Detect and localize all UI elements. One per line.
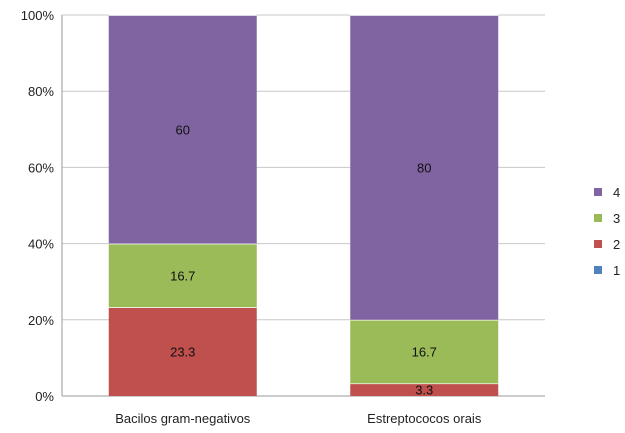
y-tick-label: 100% xyxy=(21,8,55,23)
bar-segment xyxy=(108,15,257,244)
y-tick-label: 60% xyxy=(28,160,54,175)
data-label: 80 xyxy=(417,160,431,175)
bar-segment xyxy=(350,319,499,384)
legend-label: 4 xyxy=(613,185,620,200)
y-tick-label: 0% xyxy=(35,389,54,404)
data-label: 60 xyxy=(176,122,190,137)
bar-segment xyxy=(108,243,257,308)
y-tick-label: 80% xyxy=(28,84,54,99)
bar-segment xyxy=(108,307,257,396)
y-tick-label: 20% xyxy=(28,313,54,328)
legend: 4 3 2 1 xyxy=(594,185,620,278)
x-category-label: Estreptococos orais xyxy=(367,411,482,426)
legend-label: 3 xyxy=(613,211,620,226)
bars xyxy=(108,14,499,396)
legend-swatch xyxy=(594,214,602,222)
legend-label: 1 xyxy=(613,263,620,278)
legend-swatch xyxy=(594,188,602,196)
y-tick-label: 40% xyxy=(28,237,54,252)
data-label: 16.7 xyxy=(170,268,195,283)
data-label: 16.7 xyxy=(412,345,437,360)
x-category-label: Bacilos gram-negativos xyxy=(115,411,251,426)
legend-swatch xyxy=(594,266,602,274)
bar-segment xyxy=(350,383,499,396)
data-labels: 23.3 16.7 60 3.3 16.7 80 xyxy=(170,122,437,397)
axes: 0% 20% 40% 60% 80% 100% Bacilos gram-negativos… xyxy=(21,8,545,426)
legend-swatch xyxy=(594,240,602,248)
data-label: 3.3 xyxy=(415,383,433,398)
legend-label: 2 xyxy=(613,237,620,252)
data-label: 23.3 xyxy=(170,345,195,360)
bar-segment xyxy=(350,15,499,320)
